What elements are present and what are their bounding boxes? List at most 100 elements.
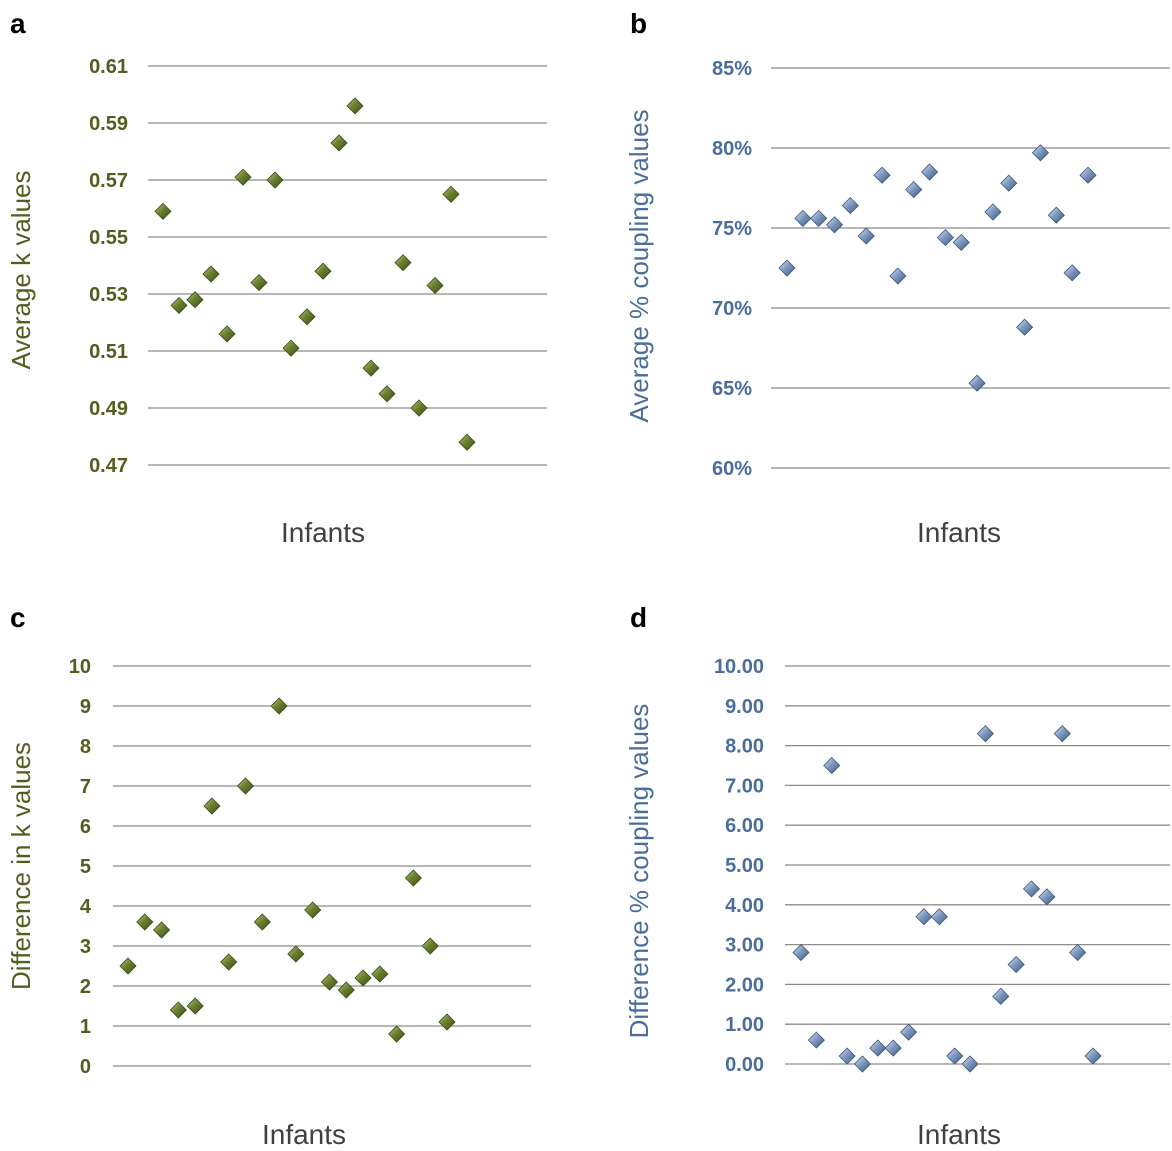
- data-point-c-2: [136, 913, 154, 931]
- y-tick-label-a: 0.57: [89, 170, 128, 192]
- y-tick-label-d: 9.00: [725, 696, 764, 718]
- data-point-c-20: [438, 1013, 456, 1031]
- data-point-b-18: [1047, 206, 1065, 224]
- data-point-b-1: [778, 259, 796, 277]
- data-point-c-5: [186, 997, 204, 1015]
- data-point-b-14: [984, 203, 1002, 221]
- data-point-d-14: [992, 987, 1010, 1005]
- data-point-a-19: [442, 185, 460, 203]
- y-tick-label-c: 10: [69, 656, 91, 678]
- data-point-c-14: [337, 981, 355, 999]
- data-point-c-1: [119, 957, 137, 975]
- y-tick-label-a: 0.51: [89, 341, 128, 363]
- data-point-b-5: [841, 197, 859, 215]
- data-point-d-6: [869, 1039, 887, 1057]
- data-point-d-13: [976, 725, 994, 743]
- y-axis-title-d: Difference % coupling values: [624, 704, 654, 1039]
- y-tick-label-a: 0.53: [89, 284, 128, 306]
- y-tick-label-d: 7.00: [725, 775, 764, 797]
- data-point-a-4: [202, 265, 220, 283]
- panel-label-b: b: [630, 8, 647, 39]
- data-point-d-7: [884, 1039, 902, 1057]
- x-axis-title-c: Infants: [262, 1119, 346, 1150]
- data-point-b-7: [873, 166, 891, 184]
- data-point-a-15: [378, 385, 396, 403]
- y-tick-label-c: 7: [80, 776, 91, 798]
- y-tick-label-d: 10.00: [714, 656, 764, 678]
- data-point-d-20: [1084, 1047, 1102, 1065]
- y-tick-label-d: 0.00: [725, 1054, 764, 1076]
- data-point-c-16: [371, 965, 389, 983]
- data-point-a-14: [362, 359, 380, 377]
- data-point-a-18: [426, 276, 444, 295]
- data-point-d-10: [930, 908, 948, 926]
- y-tick-label-b: 65%: [712, 378, 752, 400]
- panel-label-d: d: [630, 602, 647, 633]
- data-point-b-12: [952, 233, 970, 251]
- y-tick-label-b: 70%: [712, 298, 752, 320]
- data-point-d-3: [823, 756, 841, 775]
- data-point-b-17: [1031, 144, 1050, 162]
- data-point-a-5: [218, 325, 236, 343]
- data-point-d-11: [946, 1047, 964, 1065]
- data-point-a-16: [394, 254, 412, 272]
- data-point-d-1: [792, 943, 810, 962]
- y-tick-label-c: 6: [80, 816, 91, 838]
- y-tick-label-c: 5: [80, 856, 91, 878]
- y-tick-label-a: 0.59: [89, 113, 128, 135]
- y-tick-label-c: 1: [80, 1016, 91, 1038]
- y-tick-label-c: 4: [80, 896, 92, 918]
- y-tick-label-d: 5.00: [725, 855, 764, 877]
- data-point-a-6: [234, 168, 252, 186]
- data-point-b-2: [794, 209, 812, 227]
- y-tick-label-c: 8: [80, 736, 91, 758]
- data-point-a-3: [186, 291, 204, 309]
- y-tick-label-a: 0.61: [89, 56, 128, 78]
- y-tick-label-d: 8.00: [725, 736, 764, 758]
- y-tick-label-a: 0.47: [89, 455, 128, 477]
- data-point-a-10: [298, 308, 316, 326]
- data-point-d-12: [961, 1055, 979, 1073]
- data-point-a-2: [170, 296, 188, 314]
- data-point-a-9: [282, 339, 300, 357]
- data-point-b-4: [825, 216, 844, 234]
- data-point-c-12: [304, 901, 322, 919]
- y-tick-label-c: 3: [80, 936, 91, 958]
- data-point-c-4: [169, 1001, 187, 1019]
- y-tick-label-a: 0.49: [89, 398, 128, 420]
- data-point-c-3: [153, 921, 171, 939]
- y-axis-title-b: Average % coupling values: [624, 109, 654, 422]
- data-point-b-16: [1016, 318, 1034, 336]
- x-axis-title-b: Infants: [917, 517, 1001, 548]
- data-point-a-7: [250, 274, 268, 292]
- data-point-c-17: [388, 1025, 406, 1043]
- y-tick-label-b: 80%: [712, 138, 752, 160]
- data-point-d-9: [915, 908, 933, 926]
- data-point-b-15: [1000, 174, 1018, 192]
- y-tick-label-c: 0: [80, 1056, 91, 1078]
- y-tick-label-d: 3.00: [725, 935, 764, 957]
- data-point-c-11: [287, 945, 305, 963]
- data-point-b-8: [889, 267, 907, 285]
- data-point-a-17: [410, 399, 428, 417]
- y-axis-title-a: Average k values: [6, 171, 36, 370]
- data-point-c-8: [236, 777, 255, 795]
- data-point-c-10: [270, 697, 288, 715]
- y-tick-label-b: 60%: [712, 458, 752, 480]
- data-point-c-9: [253, 913, 271, 931]
- y-tick-label-c: 2: [80, 976, 91, 998]
- data-point-a-20: [458, 433, 476, 451]
- data-point-d-4: [838, 1047, 856, 1065]
- data-point-d-15: [1007, 955, 1025, 974]
- data-point-b-19: [1063, 264, 1081, 282]
- data-point-d-8: [900, 1023, 918, 1041]
- data-point-d-19: [1069, 943, 1087, 962]
- y-tick-label-d: 1.00: [725, 1014, 764, 1036]
- y-tick-label-a: 0.55: [89, 227, 128, 249]
- y-tick-label-d: 2.00: [725, 974, 764, 996]
- data-point-d-17: [1038, 888, 1056, 906]
- y-tick-label-b: 75%: [712, 218, 752, 240]
- data-point-c-15: [354, 969, 372, 987]
- data-point-d-2: [807, 1031, 825, 1049]
